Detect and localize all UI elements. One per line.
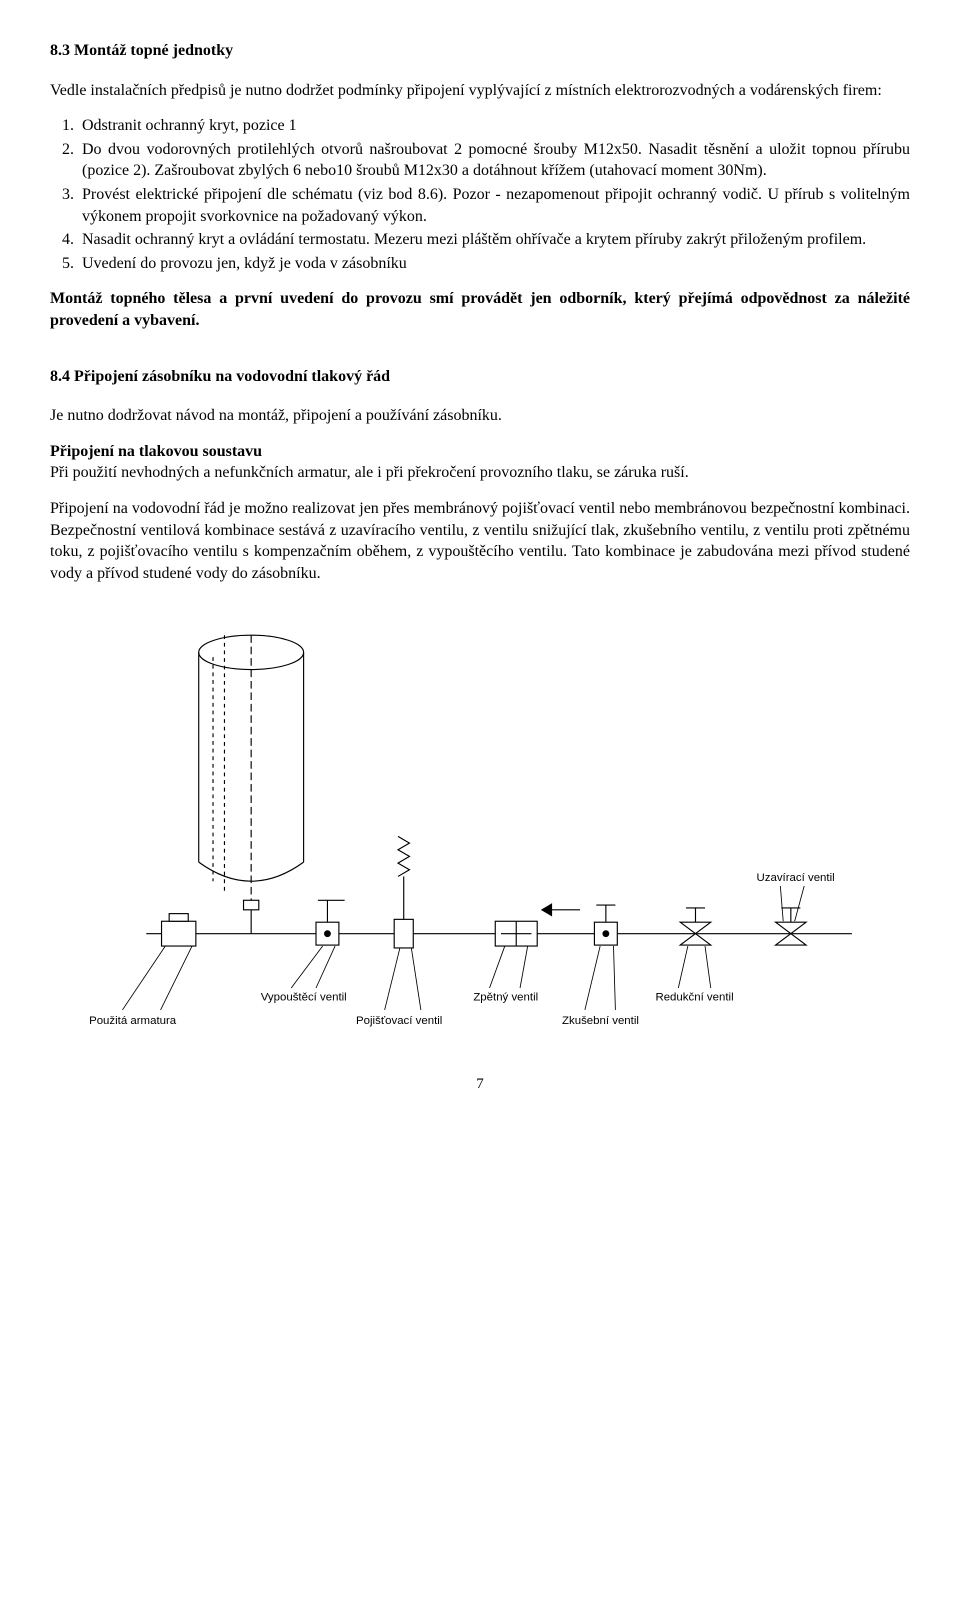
label-zkusebni: Zkušební ventil [562,1016,639,1028]
label-pouzita-armatura: Použitá armatura [89,1016,177,1028]
drain-valve [316,901,345,946]
list-item: Nasadit ochranný kryt a ovládání termost… [78,229,910,251]
shutoff-valve [776,908,807,945]
list-item: Do dvou vodorovných protilehlých otvorů … [78,139,910,182]
list-item: Uvedení do provozu jen, když je voda v z… [78,253,910,275]
page-number: 7 [50,1074,910,1094]
plumbing-diagram-svg: Použitá armatura Vypouštěcí ventil Pojiš… [70,614,890,1034]
check-valve [495,922,537,947]
section2-p2: Při použití nevhodných a nefunkčních arm… [50,462,910,484]
tank-shape [199,635,304,900]
section2-p3: Připojení na vodovodní řád je možno real… [50,498,910,584]
list-item: Provést elektrické připojení dle schémat… [78,184,910,227]
list-item: Odstranit ochranný kryt, pozice 1 [78,115,910,137]
label-uzaviraci: Uzavírací ventil [757,872,835,884]
safety-valve [394,837,413,949]
section1-list: Odstranit ochranný kryt, pozice 1 Do dvo… [50,115,910,274]
section1-bold-note: Montáž topného tělesa a první uvedení do… [50,288,910,331]
label-vypousteci: Vypouštěcí ventil [261,992,347,1004]
section2-p1: Je nutno dodržovat návod na montáž, přip… [50,405,910,427]
section2-subheading: Připojení na tlakovou soustavu [50,441,910,463]
section1-intro: Vedle instalačních předpisů je nutno dod… [50,80,910,102]
section-heading-1: 8.3 Montáž topné jednotky [50,40,910,62]
label-pojistovaci: Pojišťovací ventil [356,1016,442,1028]
label-redukcni: Redukční ventil [655,992,733,1004]
fitting-left [162,914,196,946]
flow-arrow [542,904,580,915]
test-valve [594,905,617,945]
reducing-valve [680,908,711,945]
plumbing-diagram: Použitá armatura Vypouštěcí ventil Pojiš… [50,614,910,1034]
label-zpetny: Zpětný ventil [473,992,538,1004]
section-heading-2: 8.4 Připojení zásobníku na vodovodní tla… [50,366,910,388]
diagram-labels: Použitá armatura Vypouštěcí ventil Pojiš… [89,872,835,1027]
